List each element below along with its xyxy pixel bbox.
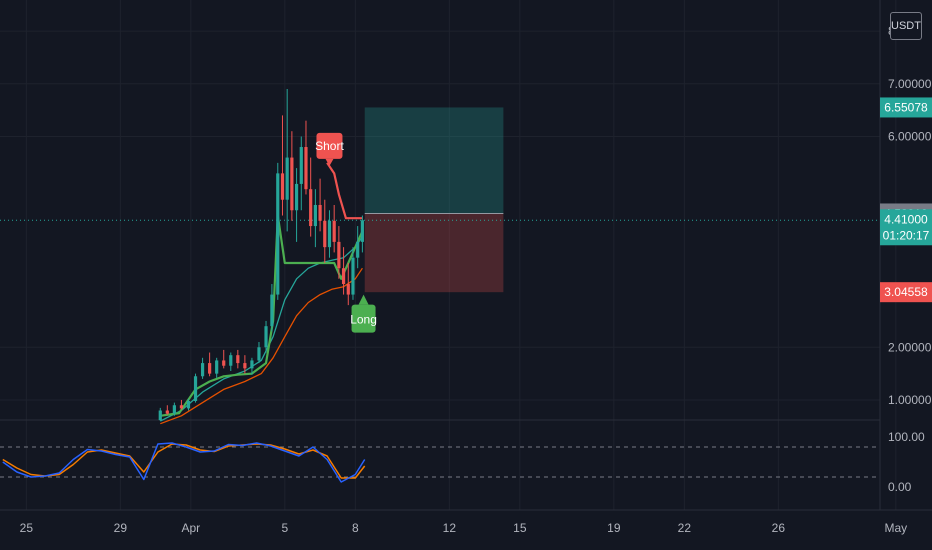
time-tick-label: 8 [352,521,359,535]
candle-body [179,405,184,409]
time-tick-label: May [884,521,907,535]
candle-body [229,355,233,366]
osc-tick-label: 100.00 [888,430,925,444]
price-tag-bg [880,209,932,246]
signal-short-pointer [325,158,334,166]
candle-body [351,257,355,295]
price-tag: 4.41000 01:20:17 [880,209,932,246]
time-tick-label: Apr [181,521,200,535]
candle-body [257,347,261,361]
candle-body [264,326,268,348]
price-tag-label: 6.55078 [884,100,928,114]
candle-body [294,183,299,211]
signals: Short Long [315,132,377,333]
candle-body [276,173,280,295]
signal-line-long [160,214,364,417]
stoch-k-line [2,442,366,483]
price-tag-bg [880,97,932,118]
signal-line-short [326,162,363,220]
candle-body [299,147,303,184]
candle-body [165,410,169,414]
candle-body [243,363,247,369]
oscillator-pane [0,442,880,483]
candle-body [313,204,317,227]
candle-body [304,147,308,190]
candle-body [356,241,360,258]
position-box[interactable] [364,107,504,293]
candle-body [285,157,289,200]
price-tick-label: 6.00000 [888,129,932,143]
stoch-d-line [2,443,366,479]
candle-body [318,204,322,221]
price-tag-label: 4.41000 [884,212,928,226]
signal-long: Long [350,294,377,333]
price-tick-label: 7.00000 [888,77,932,91]
candle-body [222,360,226,366]
position-profit-zone [364,107,504,214]
signal-short: Short [315,132,344,166]
signal-long-label: Long [350,313,377,327]
grid [0,0,932,511]
time-tick-label: 12 [443,521,457,535]
candle-body [309,189,313,227]
time-tick-label: 26 [772,521,786,535]
price-tag-countdown: 01:20:17 [883,228,930,242]
price-tag-bg [880,282,932,303]
time-tick-label: 19 [607,521,621,535]
axes: 100.00 0.00 8 7.00000 6.00000 2.00000 1.00000 2… [20,24,932,535]
candle-body [290,157,294,211]
price-tick-label: 2.00000 [888,340,932,354]
signal-long-pointer [358,294,369,305]
candle-body [346,284,350,295]
candle-body [208,363,212,374]
price-tag-label: 3.04558 [884,285,928,299]
candle-body [186,401,191,409]
candle-body [158,410,162,420]
signal-short-bg [316,132,343,159]
candle-body [337,241,341,269]
candle-body [332,220,336,242]
time-tick-label: 5 [281,521,288,535]
price-tag: 6.55078 [880,97,932,118]
candle-body [200,363,205,377]
ma-slow-line [160,267,363,425]
currency-unit-button[interactable]: USDT [890,12,922,40]
time-tick-label: 29 [114,521,128,535]
candle-body [280,173,285,200]
candle-body [250,360,254,369]
candle-body [360,220,364,242]
candle-body [323,220,327,248]
candles [158,89,364,422]
signal-short-label: Short [315,139,344,153]
signal-long-bg [351,304,376,333]
time-tick-label: 25 [20,521,34,535]
position-loss-zone [364,213,504,293]
candle-body [341,268,346,285]
candle-body [215,360,219,374]
candle-body [193,376,198,402]
indicator-lines [0,162,880,425]
candle-body [270,294,274,327]
candle-body [236,355,240,364]
time-tick-label: 15 [513,521,527,535]
price-tick-label: 1.00000 [888,393,932,407]
price-tag: 3.04558 [880,282,932,303]
time-tick-label: 22 [678,521,692,535]
osc-tick-label: 0.00 [888,480,912,494]
candle-body [172,405,176,414]
candle-body [327,220,332,248]
